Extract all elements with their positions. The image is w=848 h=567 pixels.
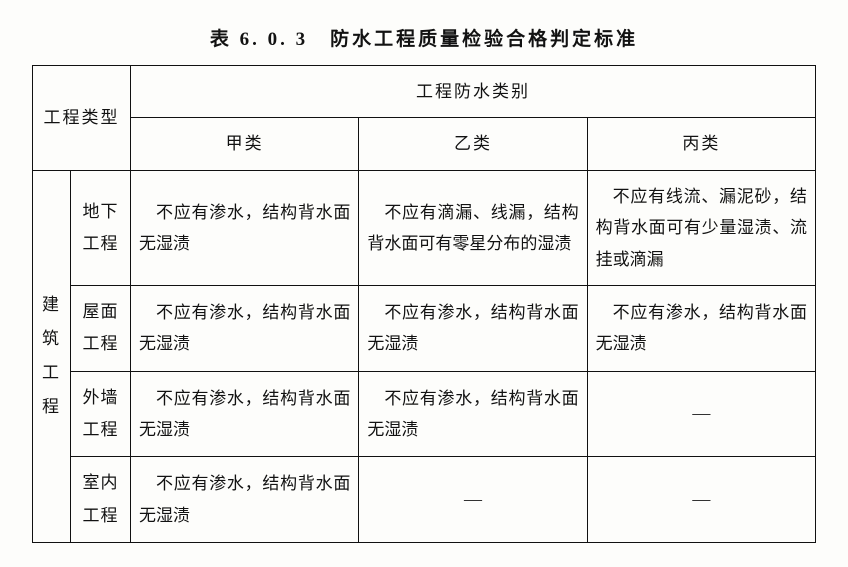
cell-b: 不应有渗水，结构背水面无湿渍 [359, 371, 587, 457]
header-cat-b: 乙类 [359, 118, 587, 170]
header-project-type: 工程类型 [33, 66, 131, 171]
cell-c: — [587, 457, 815, 543]
table-row: 室内工程 不应有渗水，结构背水面无湿渍 — — [33, 457, 816, 543]
cell-c: 不应有渗水，结构背水面无湿渍 [587, 286, 815, 372]
group-label-text: 建筑工程 [42, 295, 61, 416]
header-cat-c: 丙类 [587, 118, 815, 170]
header-cat-a: 甲类 [131, 118, 359, 170]
header-waterproof-category: 工程防水类别 [131, 66, 816, 118]
group-label: 建筑工程 [33, 170, 71, 542]
row-subtype: 室内工程 [71, 457, 131, 543]
cell-b: 不应有滴漏、线漏，结构背水面可有零星分布的湿渍 [359, 170, 587, 285]
cell-a: 不应有渗水，结构背水面无湿渍 [131, 371, 359, 457]
cell-c: — [587, 371, 815, 457]
cell-a: 不应有渗水，结构背水面无湿渍 [131, 286, 359, 372]
cell-c: 不应有线流、漏泥砂，结构背水面可有少量湿渍、流挂或滴漏 [587, 170, 815, 285]
row-subtype: 屋面工程 [71, 286, 131, 372]
row-subtype: 外墙工程 [71, 371, 131, 457]
cell-b: — [359, 457, 587, 543]
cell-a: 不应有渗水，结构背水面无湿渍 [131, 170, 359, 285]
table-row: 建筑工程 地下工程 不应有渗水，结构背水面无湿渍 不应有滴漏、线漏，结构背水面可… [33, 170, 816, 285]
standards-table: 工程类型 工程防水类别 甲类 乙类 丙类 建筑工程 地下工程 不应有渗水，结构背… [32, 65, 816, 543]
cell-b: 不应有渗水，结构背水面无湿渍 [359, 286, 587, 372]
table-row: 外墙工程 不应有渗水，结构背水面无湿渍 不应有渗水，结构背水面无湿渍 — [33, 371, 816, 457]
table-caption: 表 6. 0. 3 防水工程质量检验合格判定标准 [32, 24, 816, 51]
table-row: 屋面工程 不应有渗水，结构背水面无湿渍 不应有渗水，结构背水面无湿渍 不应有渗水… [33, 286, 816, 372]
cell-a: 不应有渗水，结构背水面无湿渍 [131, 457, 359, 543]
row-subtype: 地下工程 [71, 170, 131, 285]
